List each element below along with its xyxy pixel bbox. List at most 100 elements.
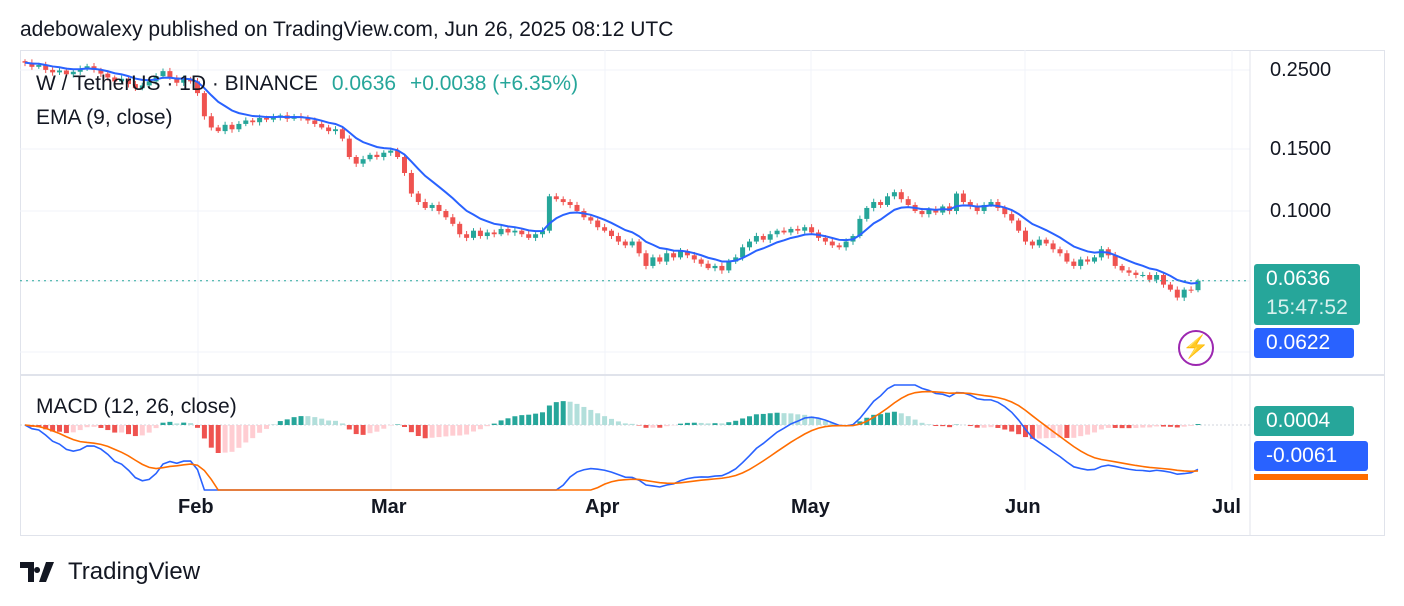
macd-histogram-bar bbox=[457, 425, 463, 436]
candle-body bbox=[650, 257, 656, 266]
candle-body bbox=[1174, 289, 1180, 298]
macd-histogram-bar bbox=[774, 412, 780, 425]
macd-histogram-bar bbox=[595, 413, 601, 425]
macd-histogram-bar bbox=[195, 425, 200, 428]
macd-histogram-bar bbox=[705, 423, 711, 425]
macd-histogram-bar bbox=[388, 425, 394, 426]
macd-histogram-bar bbox=[291, 417, 297, 425]
candle-body bbox=[602, 227, 608, 231]
candle-body bbox=[905, 199, 911, 205]
candle-body bbox=[891, 192, 897, 197]
macd-histogram-bar bbox=[1057, 425, 1063, 438]
candle-body bbox=[36, 65, 42, 67]
macd-histogram-bar bbox=[809, 416, 815, 425]
ema-legend[interactable]: EMA (9, close) bbox=[36, 106, 173, 129]
candle-body bbox=[408, 172, 414, 194]
macd-histogram-bar bbox=[284, 419, 290, 425]
macd-histogram-bar bbox=[201, 425, 207, 439]
macd-histogram-bar bbox=[422, 425, 428, 439]
candle-body bbox=[526, 234, 532, 238]
candle-body bbox=[933, 209, 939, 213]
macd-histogram-bar bbox=[1147, 425, 1153, 428]
macd-histogram-bar bbox=[753, 414, 759, 425]
macd-legend[interactable]: MACD (12, 26, close) bbox=[36, 395, 237, 418]
candle-body bbox=[43, 65, 49, 70]
candle-body bbox=[747, 241, 752, 248]
candle-body bbox=[1064, 253, 1070, 262]
candle-body bbox=[560, 199, 566, 203]
candle-body bbox=[181, 78, 187, 83]
macd-histogram-bar bbox=[1161, 425, 1166, 427]
macd-histogram-bar bbox=[560, 401, 566, 425]
macd-histogram-bar bbox=[1016, 425, 1022, 435]
candle-body bbox=[864, 207, 870, 219]
candle-body bbox=[119, 78, 125, 82]
candle-body bbox=[146, 81, 152, 86]
y-tick: 0.1000 bbox=[1270, 200, 1332, 222]
candle-body bbox=[264, 117, 269, 120]
candle-body bbox=[1085, 259, 1091, 262]
candle-body bbox=[636, 241, 642, 254]
candle-body bbox=[540, 230, 545, 235]
candle-body bbox=[1016, 220, 1022, 231]
candle-body bbox=[464, 234, 470, 238]
candle-body bbox=[484, 232, 490, 237]
candle-body bbox=[726, 261, 732, 271]
macd-histogram-bar bbox=[43, 425, 49, 430]
lightning-icon[interactable]: ⚡ bbox=[1178, 330, 1214, 366]
candle-body bbox=[753, 236, 759, 242]
macd-histogram-bar bbox=[857, 421, 863, 425]
macd-histogram-bar bbox=[450, 425, 456, 436]
candle-body bbox=[353, 156, 359, 164]
macd-histogram-bar bbox=[609, 418, 614, 425]
candle-body bbox=[319, 123, 325, 128]
candle-body bbox=[477, 230, 483, 237]
macd-histogram-bar bbox=[678, 423, 683, 425]
macd-histogram-bar bbox=[788, 413, 794, 425]
macd-histogram-bar bbox=[1064, 425, 1070, 438]
candle-body bbox=[270, 117, 276, 120]
candle-body bbox=[519, 230, 525, 235]
macd-histogram-bar bbox=[912, 419, 918, 425]
candle-body bbox=[1167, 284, 1173, 290]
macd-histogram-bar bbox=[622, 423, 628, 425]
macd-histogram-bar bbox=[802, 414, 808, 425]
candle-body bbox=[960, 193, 966, 203]
macd-histogram-bar bbox=[70, 425, 76, 433]
candle-body bbox=[533, 234, 539, 238]
macd-histogram-bar bbox=[326, 420, 332, 425]
candle-body bbox=[1036, 239, 1042, 246]
macd-histogram-bar bbox=[1043, 425, 1049, 439]
candle-body bbox=[829, 241, 835, 246]
candle-body bbox=[105, 73, 111, 78]
candle-body bbox=[926, 209, 932, 215]
macd-histogram-bar bbox=[533, 413, 539, 425]
candle-body bbox=[781, 230, 787, 233]
macd-histogram-bar bbox=[926, 424, 932, 425]
candle-body bbox=[112, 77, 118, 82]
macd-histogram-bar bbox=[581, 406, 587, 425]
tradingview-logo[interactable]: TradingView bbox=[20, 558, 200, 586]
macd-histogram-bar bbox=[153, 425, 159, 429]
macd-histogram-bar bbox=[415, 425, 421, 436]
macd-histogram-bar bbox=[126, 425, 131, 435]
macd-histogram-bar bbox=[333, 420, 338, 425]
candle-body bbox=[1098, 249, 1104, 258]
x-tick: Mar bbox=[371, 496, 407, 518]
candle-body bbox=[429, 204, 435, 208]
macd-histogram-bar bbox=[339, 423, 345, 425]
macd-histogram-bar bbox=[112, 425, 118, 433]
tv-logo-icon bbox=[20, 562, 54, 582]
macd-histogram-bar bbox=[1181, 425, 1187, 427]
candle-body bbox=[657, 257, 663, 262]
candle-body bbox=[1002, 207, 1008, 215]
macd-histogram-bar bbox=[822, 420, 828, 425]
macd-histogram-bar bbox=[629, 423, 635, 425]
macd-histogram-bar bbox=[650, 425, 656, 428]
candle-body bbox=[132, 84, 138, 89]
candle-body bbox=[126, 78, 131, 85]
macd-histogram-bar bbox=[236, 425, 242, 448]
candle-body bbox=[250, 120, 256, 123]
candle-body bbox=[1126, 270, 1132, 273]
